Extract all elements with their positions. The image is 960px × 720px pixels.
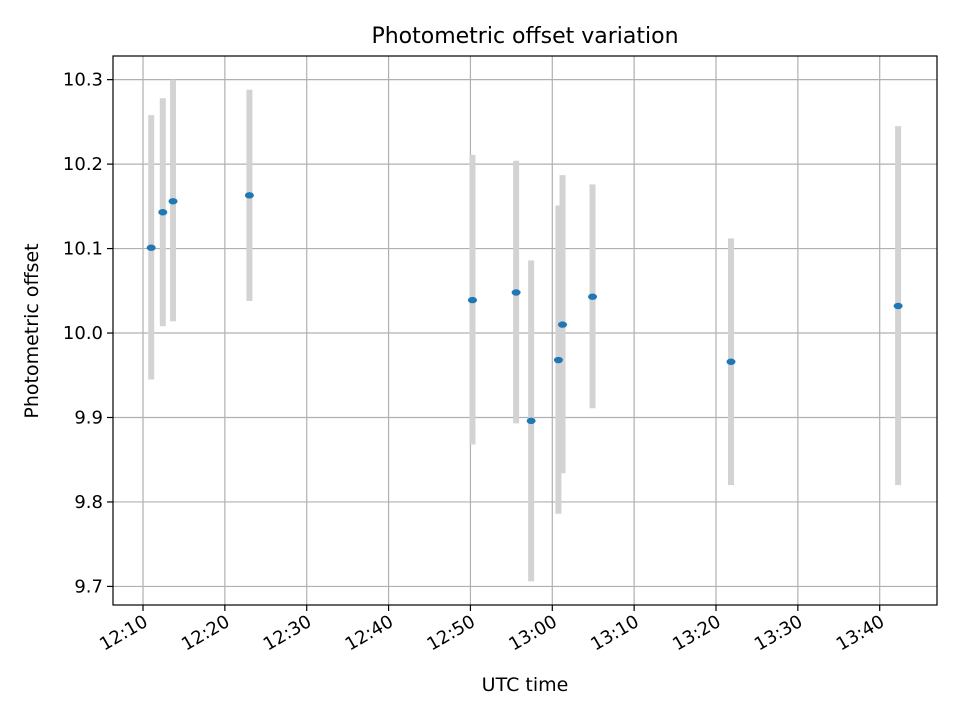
- x-axis-label: UTC time: [482, 674, 569, 696]
- data-point: [558, 321, 568, 328]
- data-point: [158, 209, 168, 216]
- data-point: [168, 198, 178, 205]
- data-point: [893, 302, 903, 310]
- chart-title: Photometric offset variation: [371, 24, 678, 49]
- data-points: [146, 192, 903, 425]
- data-point: [511, 289, 521, 296]
- y-tick-label: 9.7: [74, 576, 103, 597]
- y-tick-label: 9.8: [74, 492, 103, 513]
- data-point: [467, 296, 477, 304]
- plot-frame: [112, 55, 938, 606]
- data-point: [526, 417, 536, 425]
- y-tick-label: 10.0: [63, 323, 103, 344]
- data-point: [553, 356, 563, 364]
- y-tick-label: 9.9: [74, 407, 103, 428]
- data-point: [588, 293, 598, 300]
- data-point: [244, 192, 254, 199]
- data-point: [146, 244, 156, 251]
- y-tick-label: 10.1: [63, 239, 103, 260]
- grid-lines: [113, 56, 937, 605]
- data-point: [726, 358, 736, 365]
- y-axis-label: Photometric offset: [21, 243, 43, 418]
- y-tick-label: 10.3: [63, 70, 103, 91]
- y-tick-label: 10.2: [63, 154, 103, 175]
